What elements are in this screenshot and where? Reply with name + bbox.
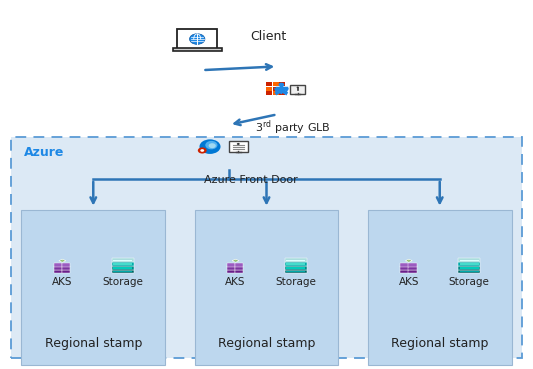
FancyBboxPatch shape [111, 266, 134, 270]
Circle shape [199, 139, 221, 154]
FancyBboxPatch shape [266, 91, 272, 95]
Text: AKS: AKS [52, 277, 72, 287]
FancyBboxPatch shape [54, 270, 62, 273]
FancyBboxPatch shape [286, 267, 305, 269]
FancyBboxPatch shape [279, 87, 285, 91]
FancyBboxPatch shape [227, 263, 235, 266]
FancyBboxPatch shape [285, 269, 307, 273]
FancyBboxPatch shape [285, 266, 307, 270]
FancyBboxPatch shape [368, 210, 512, 365]
FancyBboxPatch shape [113, 267, 132, 269]
FancyBboxPatch shape [286, 271, 305, 272]
FancyBboxPatch shape [62, 266, 70, 270]
FancyBboxPatch shape [279, 91, 285, 95]
FancyBboxPatch shape [408, 263, 417, 266]
Polygon shape [407, 260, 411, 262]
FancyBboxPatch shape [173, 48, 222, 51]
FancyBboxPatch shape [459, 260, 479, 261]
FancyBboxPatch shape [285, 262, 307, 266]
FancyBboxPatch shape [113, 260, 132, 261]
FancyBboxPatch shape [235, 263, 244, 266]
FancyBboxPatch shape [111, 269, 134, 273]
FancyBboxPatch shape [266, 87, 272, 91]
FancyBboxPatch shape [290, 85, 305, 94]
FancyBboxPatch shape [113, 271, 132, 272]
FancyBboxPatch shape [458, 258, 480, 262]
FancyBboxPatch shape [286, 260, 305, 261]
FancyBboxPatch shape [459, 263, 479, 265]
Polygon shape [232, 259, 239, 262]
Text: Storage: Storage [276, 277, 316, 287]
FancyBboxPatch shape [235, 266, 244, 270]
FancyBboxPatch shape [227, 270, 235, 273]
FancyBboxPatch shape [408, 270, 417, 273]
FancyBboxPatch shape [235, 270, 244, 273]
FancyBboxPatch shape [266, 82, 272, 86]
Text: 3$^{\rm rd}$ party GLB: 3$^{\rm rd}$ party GLB [255, 118, 331, 137]
Text: Regional stamp: Regional stamp [391, 337, 488, 350]
Circle shape [198, 147, 207, 154]
Text: AKS: AKS [225, 277, 246, 287]
FancyBboxPatch shape [229, 141, 248, 152]
Circle shape [190, 34, 205, 44]
Text: Client: Client [251, 30, 287, 44]
FancyBboxPatch shape [273, 91, 279, 95]
Text: Storage: Storage [449, 277, 489, 287]
FancyBboxPatch shape [273, 87, 279, 91]
FancyBboxPatch shape [285, 258, 307, 262]
Circle shape [237, 143, 240, 145]
Polygon shape [60, 260, 64, 262]
FancyBboxPatch shape [279, 82, 285, 86]
Text: Azure: Azure [24, 146, 64, 159]
FancyBboxPatch shape [111, 262, 134, 266]
FancyBboxPatch shape [54, 263, 62, 266]
FancyBboxPatch shape [273, 82, 279, 86]
FancyBboxPatch shape [400, 266, 408, 270]
FancyBboxPatch shape [62, 270, 70, 273]
Circle shape [208, 143, 216, 148]
Circle shape [278, 83, 284, 87]
Polygon shape [406, 259, 412, 262]
FancyBboxPatch shape [459, 271, 479, 272]
FancyBboxPatch shape [458, 266, 480, 270]
Text: Regional stamp: Regional stamp [218, 337, 315, 350]
Text: Regional stamp: Regional stamp [45, 337, 142, 350]
Circle shape [205, 141, 217, 149]
Circle shape [200, 149, 204, 152]
FancyBboxPatch shape [458, 269, 480, 273]
FancyBboxPatch shape [21, 210, 165, 365]
FancyBboxPatch shape [459, 267, 479, 269]
FancyBboxPatch shape [177, 29, 217, 49]
FancyBboxPatch shape [400, 263, 408, 266]
FancyBboxPatch shape [227, 266, 235, 270]
Text: Storage: Storage [102, 277, 143, 287]
Circle shape [296, 86, 299, 88]
Text: Azure Front Door: Azure Front Door [204, 175, 297, 185]
FancyBboxPatch shape [111, 258, 134, 262]
Text: AKS: AKS [399, 277, 419, 287]
FancyBboxPatch shape [400, 270, 408, 273]
FancyBboxPatch shape [195, 210, 338, 365]
FancyBboxPatch shape [54, 266, 62, 270]
FancyBboxPatch shape [286, 263, 305, 265]
Polygon shape [233, 260, 238, 262]
Polygon shape [59, 259, 66, 262]
FancyBboxPatch shape [458, 262, 480, 266]
FancyBboxPatch shape [113, 263, 132, 265]
FancyBboxPatch shape [62, 263, 70, 266]
FancyBboxPatch shape [408, 266, 417, 270]
FancyBboxPatch shape [11, 137, 522, 358]
